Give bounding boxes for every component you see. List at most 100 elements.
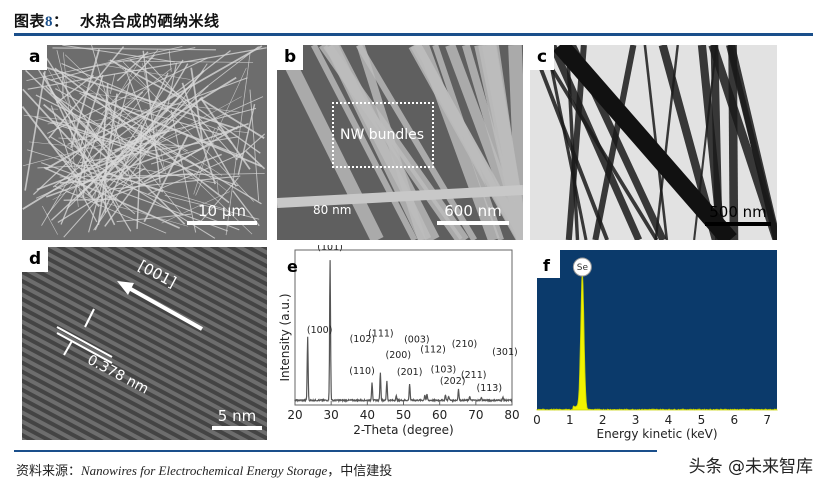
separator: ：: [53, 12, 69, 30]
figure-title: 图表8： 水热合成的硒纳米线: [14, 10, 220, 31]
nanowire: [105, 65, 191, 80]
nanowire: [78, 188, 98, 223]
scale-bar: 500 nm: [705, 203, 771, 226]
peak-label: (100): [307, 325, 333, 336]
nanowire: [233, 130, 249, 134]
nanowire: [61, 70, 223, 176]
nanowire: [232, 190, 260, 227]
x-tick-label: 4: [665, 413, 673, 427]
nanowire: [198, 177, 239, 224]
x-tick-label: 20: [287, 408, 302, 422]
nanowire: [277, 185, 523, 208]
fringe-marker: [56, 332, 113, 364]
nanowire: [58, 137, 183, 147]
scale-bar-label: 10 µm: [197, 202, 246, 220]
scale-bar: 10 µm: [187, 202, 257, 225]
nanowire: [356, 45, 478, 240]
nanowire: [508, 45, 523, 240]
x-tick-label: 30: [324, 408, 339, 422]
panel-label: f: [543, 256, 551, 275]
footer-rule: [14, 450, 657, 452]
panel-label: a: [22, 45, 48, 70]
nanowire: [50, 68, 94, 81]
panel-a-texture: [22, 45, 267, 239]
nanowire: [148, 152, 243, 195]
nanowire: [216, 180, 219, 194]
panel-a-sem-image: a 10 µm: [22, 45, 267, 240]
nanowire: [84, 131, 126, 167]
nanowire: [66, 181, 95, 210]
scale-bar: 600 nm: [437, 202, 509, 225]
peak-label: (112): [420, 344, 446, 355]
nanowire: [109, 123, 184, 216]
pointer-arrow: [63, 340, 73, 356]
nanowire: [114, 62, 150, 92]
direction-arrow: [126, 285, 203, 331]
nanowire: [237, 104, 256, 175]
x-tick-label: 7: [763, 413, 771, 427]
arrowhead: [117, 281, 134, 295]
panel-label: b: [277, 45, 304, 70]
peak-label: (101): [317, 245, 343, 253]
peak-label: (210): [452, 339, 478, 350]
nanowire: [27, 47, 267, 90]
nanowire: [94, 153, 222, 204]
peak-label: (003): [404, 334, 430, 345]
nanowire: [217, 126, 233, 144]
peak-label: (103): [431, 364, 457, 375]
x-tick-label: 80: [504, 408, 519, 422]
nanowire: [124, 67, 165, 171]
panel-d-hrtem-image: d [001] 0.378 nm 5 nm: [22, 247, 267, 440]
nanowire: [545, 45, 588, 240]
figure-number: 8: [45, 14, 54, 30]
nanowire: [200, 98, 251, 170]
nanowire: [61, 62, 167, 110]
nanowire: [249, 89, 260, 201]
nanowire: [63, 198, 116, 201]
nanowire: [195, 67, 247, 177]
nanowire: [45, 85, 186, 225]
peak-label: (102): [350, 334, 376, 345]
nanowire: [24, 70, 46, 191]
nanowire: [56, 50, 86, 166]
nanowire: [25, 69, 103, 145]
fringe-marker: [56, 326, 113, 358]
panel-b-sem-image: b NW bundles 80 nm 600 nm: [277, 45, 523, 240]
nanowire: [164, 194, 260, 220]
nanowire: [93, 63, 208, 231]
nanowire: [530, 45, 609, 240]
peak-label: (211): [461, 370, 487, 381]
nanowire: [22, 88, 89, 161]
source-suffix: ，中信建投: [327, 463, 393, 478]
scale-bar-label: 600 nm: [444, 202, 502, 220]
nanowire: [726, 45, 777, 240]
nanowire: [565, 45, 580, 240]
nanowire: [592, 45, 637, 240]
nanowire: [728, 45, 739, 240]
nanowire: [190, 160, 227, 191]
peak-label: (110): [349, 366, 375, 377]
nanowire: [92, 139, 156, 167]
nanowire: [52, 47, 216, 51]
nanowire: [41, 162, 229, 232]
panel-c-texture: [530, 45, 777, 240]
scale-bar: 5 nm: [212, 407, 262, 430]
nanowire: [88, 79, 131, 233]
nanowire: [116, 51, 149, 82]
peak-label: (113): [476, 383, 502, 394]
x-axis-label: Energy kinetic (keV): [596, 427, 717, 441]
y-axis-label: Intensity (a.u.): [278, 294, 292, 382]
x-tick-label: 5: [698, 413, 706, 427]
x-tick-label: 60: [432, 408, 447, 422]
nanowire: [42, 205, 58, 235]
source-note: 资料来源：Nanowires for Electrochemical Energ…: [16, 460, 392, 479]
nanowire: [43, 166, 180, 229]
x-tick-label: 0: [533, 413, 541, 427]
nanowire: [79, 92, 188, 152]
x-axis-label: 2-Theta (degree): [353, 423, 453, 437]
nanowire: [710, 45, 723, 240]
xrd-pattern-line: [294, 260, 513, 404]
peak-label: (200): [385, 350, 411, 361]
watermark: 头条 @未来智库: [686, 452, 815, 477]
nanowire: [102, 83, 109, 146]
